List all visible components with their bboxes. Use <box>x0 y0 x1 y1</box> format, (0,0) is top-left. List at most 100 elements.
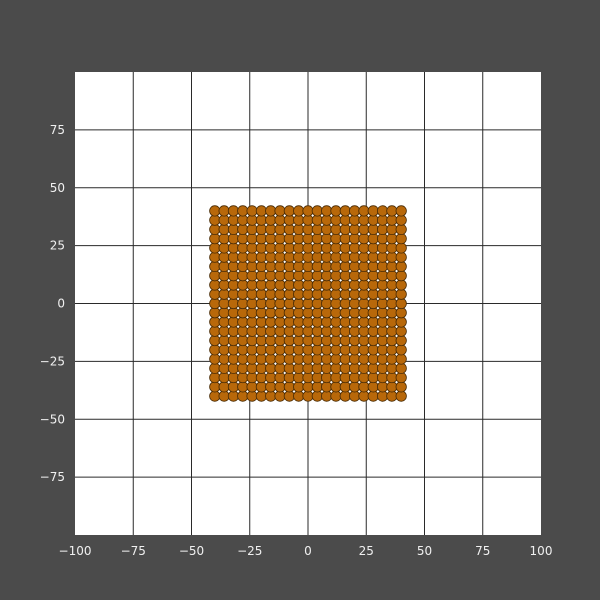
data-point <box>330 353 342 365</box>
data-point <box>237 353 249 365</box>
data-point <box>246 260 258 273</box>
data-point <box>209 334 221 347</box>
data-point <box>227 205 240 217</box>
data-point <box>339 251 351 263</box>
data-point <box>293 353 305 365</box>
data-point <box>218 251 230 263</box>
data-point <box>358 390 370 402</box>
data-point <box>348 362 361 374</box>
data-point <box>339 297 351 310</box>
data-point <box>358 297 370 310</box>
data-points <box>209 205 407 402</box>
data-point <box>376 316 389 328</box>
data-point <box>395 390 407 402</box>
data-point <box>376 362 389 374</box>
data-point <box>358 251 370 263</box>
data-point <box>237 251 249 263</box>
data-point <box>255 334 267 347</box>
data-point <box>237 288 249 300</box>
data-point <box>367 242 379 254</box>
data-point <box>227 233 240 245</box>
data-point <box>283 260 295 273</box>
data-point <box>255 251 267 263</box>
data-point <box>255 390 267 402</box>
data-point <box>265 242 277 254</box>
data-point <box>246 353 258 365</box>
data-point <box>376 325 389 337</box>
data-point <box>283 371 295 384</box>
data-point <box>367 371 379 384</box>
data-point <box>386 279 398 291</box>
data-point <box>265 279 277 291</box>
data-point <box>348 381 361 393</box>
data-point <box>339 307 351 319</box>
data-point <box>311 279 323 291</box>
data-point <box>274 205 286 217</box>
data-point <box>311 223 323 236</box>
x-tick-label: 75 <box>475 544 490 558</box>
data-point <box>311 297 323 310</box>
data-point <box>293 344 305 356</box>
data-point <box>283 251 295 263</box>
data-point <box>209 214 221 226</box>
data-point <box>293 233 305 245</box>
data-point <box>218 260 230 273</box>
data-point <box>218 279 230 291</box>
data-point <box>330 233 342 245</box>
data-point <box>302 316 314 328</box>
data-point <box>330 381 342 393</box>
data-point <box>209 353 221 365</box>
data-point <box>386 260 398 273</box>
data-point <box>293 270 305 282</box>
data-point <box>339 344 351 356</box>
data-point <box>227 371 240 384</box>
data-point <box>237 205 249 217</box>
data-point <box>395 316 407 328</box>
data-point <box>283 334 295 347</box>
data-point <box>302 362 314 374</box>
data-point <box>246 270 258 282</box>
data-point <box>255 371 267 384</box>
data-point <box>209 223 221 236</box>
data-point <box>321 233 333 245</box>
data-point <box>293 390 305 402</box>
data-point <box>311 260 323 273</box>
data-point <box>386 381 398 393</box>
data-point <box>376 344 389 356</box>
data-point <box>283 344 295 356</box>
y-tick-label: 0 <box>57 297 65 311</box>
data-point <box>321 251 333 263</box>
data-point <box>339 288 351 300</box>
data-point <box>321 325 333 337</box>
data-point <box>348 279 361 291</box>
data-point <box>283 233 295 245</box>
data-point <box>395 205 407 217</box>
data-point <box>227 223 240 236</box>
data-point <box>265 251 277 263</box>
data-point <box>395 251 407 263</box>
data-point <box>246 307 258 319</box>
data-point <box>265 381 277 393</box>
data-point <box>209 270 221 282</box>
data-point <box>274 260 286 273</box>
data-point <box>265 334 277 347</box>
data-point <box>321 279 333 291</box>
data-point <box>330 371 342 384</box>
data-point <box>386 251 398 263</box>
data-point <box>330 270 342 282</box>
data-point <box>246 297 258 310</box>
data-point <box>358 288 370 300</box>
data-point <box>376 205 389 217</box>
data-point <box>376 334 389 347</box>
data-point <box>283 390 295 402</box>
data-point <box>293 334 305 347</box>
data-point <box>330 297 342 310</box>
data-point <box>321 307 333 319</box>
data-point <box>367 279 379 291</box>
data-point <box>227 325 240 337</box>
data-point <box>367 307 379 319</box>
data-point <box>246 279 258 291</box>
x-tick-label: −25 <box>237 544 262 558</box>
data-point <box>218 371 230 384</box>
data-point <box>395 242 407 254</box>
